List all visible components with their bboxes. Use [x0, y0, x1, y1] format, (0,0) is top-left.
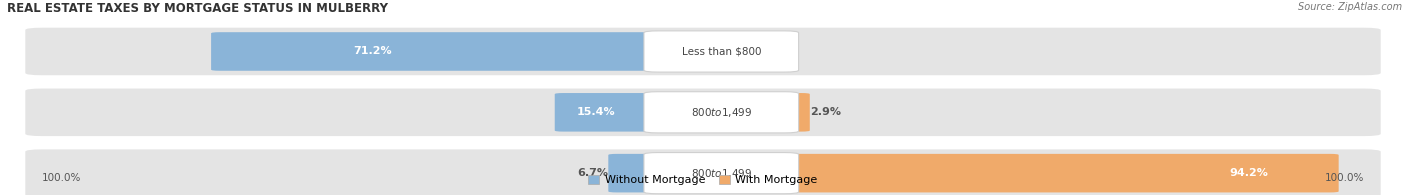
FancyBboxPatch shape: [776, 154, 1339, 192]
FancyBboxPatch shape: [644, 152, 799, 194]
Text: $800 to $1,499: $800 to $1,499: [690, 106, 752, 119]
FancyBboxPatch shape: [644, 31, 799, 72]
Text: 71.2%: 71.2%: [354, 46, 392, 57]
Text: $800 to $1,499: $800 to $1,499: [690, 167, 752, 180]
Text: 6.7%: 6.7%: [578, 168, 609, 178]
Text: 94.2%: 94.2%: [1229, 168, 1268, 178]
Legend: Without Mortgage, With Mortgage: Without Mortgage, With Mortgage: [588, 175, 818, 185]
FancyBboxPatch shape: [644, 92, 799, 133]
Text: Less than $800: Less than $800: [682, 46, 761, 57]
FancyBboxPatch shape: [211, 32, 666, 71]
FancyBboxPatch shape: [25, 149, 1381, 195]
Text: Source: ZipAtlas.com: Source: ZipAtlas.com: [1298, 2, 1402, 12]
FancyBboxPatch shape: [776, 93, 810, 132]
Text: REAL ESTATE TAXES BY MORTGAGE STATUS IN MULBERRY: REAL ESTATE TAXES BY MORTGAGE STATUS IN …: [7, 2, 388, 15]
FancyBboxPatch shape: [555, 93, 666, 132]
Text: 100.0%: 100.0%: [1324, 173, 1364, 183]
FancyBboxPatch shape: [25, 28, 1381, 75]
FancyBboxPatch shape: [609, 154, 666, 192]
Text: 2.9%: 2.9%: [810, 107, 841, 117]
Text: 100.0%: 100.0%: [42, 173, 82, 183]
FancyBboxPatch shape: [25, 89, 1381, 136]
Text: 15.4%: 15.4%: [576, 107, 616, 117]
